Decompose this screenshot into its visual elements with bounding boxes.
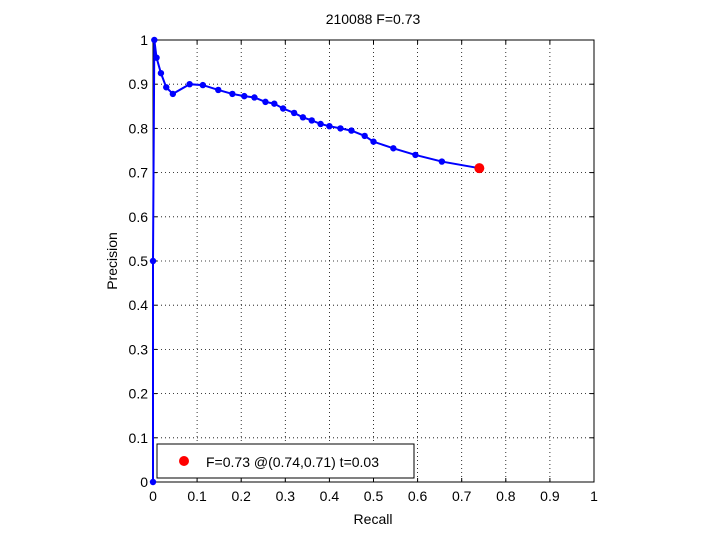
y-tick-label: 0 <box>140 474 148 490</box>
x-tick-label: 0.6 <box>408 488 428 504</box>
y-axis-label: Precision <box>104 232 120 290</box>
data-point <box>279 105 287 112</box>
x-tick-label: 0.5 <box>364 488 384 504</box>
data-point <box>186 81 193 88</box>
data-point <box>308 117 315 124</box>
best-f-point <box>474 163 485 174</box>
y-tick-label: 0.3 <box>129 341 149 357</box>
x-tick-label: 0.4 <box>320 488 340 504</box>
data-point <box>199 81 207 89</box>
x-tick-labels: 0 0.1 0.2 0.3 0.4 0.5 0.6 0.7 0.8 0.9 1 <box>149 488 598 504</box>
data-point <box>361 132 368 140</box>
data-point <box>317 120 324 128</box>
x-tick-label: 0.9 <box>540 488 560 504</box>
data-point <box>149 257 157 265</box>
data-point <box>370 138 377 145</box>
x-tick-label: 1 <box>590 488 598 504</box>
grid-lines <box>153 40 594 482</box>
legend-label: F=0.73 @(0.74,0.71) t=0.03 <box>206 454 379 470</box>
y-tick-label: 1 <box>140 32 148 48</box>
data-point <box>149 478 157 486</box>
x-tick-label: 0.1 <box>187 488 207 504</box>
y-tick-labels: 0 0.1 0.2 0.3 0.4 0.5 0.6 0.7 0.8 0.9 1 <box>129 32 149 490</box>
y-tick-label: 0.8 <box>129 120 149 136</box>
x-tick-label: 0.2 <box>231 488 251 504</box>
data-point <box>299 114 307 121</box>
data-point <box>215 86 222 94</box>
x-tick-label: 0 <box>149 488 157 504</box>
y-tick-label: 0.7 <box>129 165 149 181</box>
data-point <box>337 125 344 132</box>
data-point <box>412 151 419 159</box>
data-point <box>163 84 170 91</box>
y-tick-label: 0.1 <box>129 430 149 446</box>
data-point <box>438 158 446 165</box>
x-tick-label: 0.7 <box>452 488 472 504</box>
data-point <box>241 92 248 100</box>
x-axis-label: Recall <box>354 511 393 527</box>
y-tick-label: 0.4 <box>129 297 149 313</box>
data-point <box>157 69 165 77</box>
legend: F=0.73 @(0.74,0.71) t=0.03 <box>156 443 415 479</box>
legend-box <box>156 443 415 479</box>
data-point <box>169 90 177 98</box>
x-tick-label: 0.8 <box>496 488 516 504</box>
data-point <box>153 54 160 61</box>
y-tick-label: 0.6 <box>129 209 149 225</box>
data-point <box>262 98 269 106</box>
data-point <box>290 109 298 117</box>
y-tick-label: 0.5 <box>129 253 149 269</box>
data-point <box>229 90 236 98</box>
data-point <box>348 127 355 134</box>
data-point <box>251 94 258 101</box>
x-tick-label: 0.3 <box>276 488 296 504</box>
series-layer <box>149 36 485 486</box>
data-point <box>326 122 333 130</box>
data-point <box>390 145 397 152</box>
data-point <box>151 36 158 44</box>
y-tick-label: 0.2 <box>129 386 149 402</box>
chart-title: 210088 F=0.73 <box>326 11 421 27</box>
data-point <box>271 100 278 107</box>
y-tick-label: 0.9 <box>129 76 149 92</box>
legend-marker <box>179 456 189 466</box>
